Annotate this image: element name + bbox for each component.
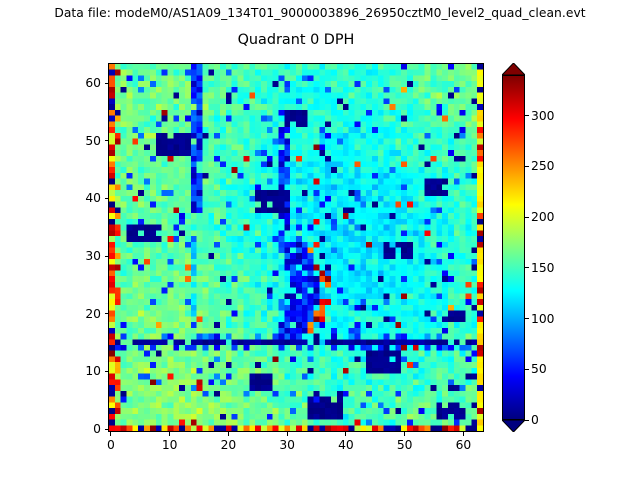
x-tick-mark [227, 432, 229, 436]
colorbar-tick-label: 300 [531, 108, 555, 123]
colorbar-body [502, 75, 525, 420]
x-tick-label: 50 [396, 438, 413, 452]
colorbar-tick-label: 200 [531, 210, 555, 225]
y-tick-mark [104, 255, 108, 257]
colorbar-tick-mark [525, 318, 529, 320]
plot-title: Quadrant 0 DPH [237, 32, 355, 48]
x-tick-label: 10 [161, 438, 178, 452]
x-tick-mark [404, 432, 406, 436]
y-tick-label: 0 [93, 422, 101, 437]
colorbar-tick-label: 0 [531, 413, 539, 427]
heatmap-axes [108, 63, 484, 432]
y-tick-label: 10 [85, 364, 101, 379]
y-tick-mark [104, 313, 108, 315]
x-tick-label: 0 [107, 438, 115, 452]
y-tick-label: 30 [85, 249, 101, 264]
y-tick-mark [104, 428, 108, 430]
colorbar-tick-label: 50 [531, 362, 547, 377]
y-tick-mark [104, 140, 108, 142]
colorbar-tick-mark [525, 368, 529, 370]
colorbar-tick-mark [525, 419, 529, 421]
colorbar-extend-bottom-arrow-icon [502, 420, 525, 432]
y-tick-mark [104, 197, 108, 199]
x-tick-mark [110, 432, 112, 436]
data-file-suptitle: Data file: modeM0/AS1A09_134T01_90000038… [54, 6, 586, 20]
colorbar-tick-label: 250 [531, 159, 555, 174]
colorbar-tick-label: 150 [531, 260, 555, 275]
y-tick-label: 20 [85, 306, 101, 321]
x-tick-label: 40 [338, 438, 354, 452]
colorbar-tick-mark [525, 115, 529, 117]
colorbar-tick-mark [525, 216, 529, 218]
x-tick-label: 20 [220, 438, 237, 452]
x-tick-label: 30 [279, 438, 296, 452]
x-tick-mark [286, 432, 288, 436]
colorbar-extend-top-arrow-icon [502, 63, 525, 75]
y-tick-mark [104, 370, 108, 372]
x-tick-label: 60 [455, 438, 472, 452]
y-tick-mark [104, 82, 108, 84]
colorbar-tick-label: 100 [531, 311, 555, 326]
y-tick-label: 60 [85, 76, 101, 91]
x-tick-mark [169, 432, 171, 436]
x-tick-mark [345, 432, 347, 436]
colorbar-tick-mark [525, 165, 529, 167]
colorbar-tick-mark [525, 267, 529, 269]
y-tick-label: 40 [85, 191, 101, 206]
y-tick-label: 50 [85, 133, 101, 148]
colorbar-gradient [503, 76, 524, 419]
colorbar [502, 63, 525, 432]
detector-heatmap-image [109, 64, 483, 431]
x-tick-mark [462, 432, 464, 436]
